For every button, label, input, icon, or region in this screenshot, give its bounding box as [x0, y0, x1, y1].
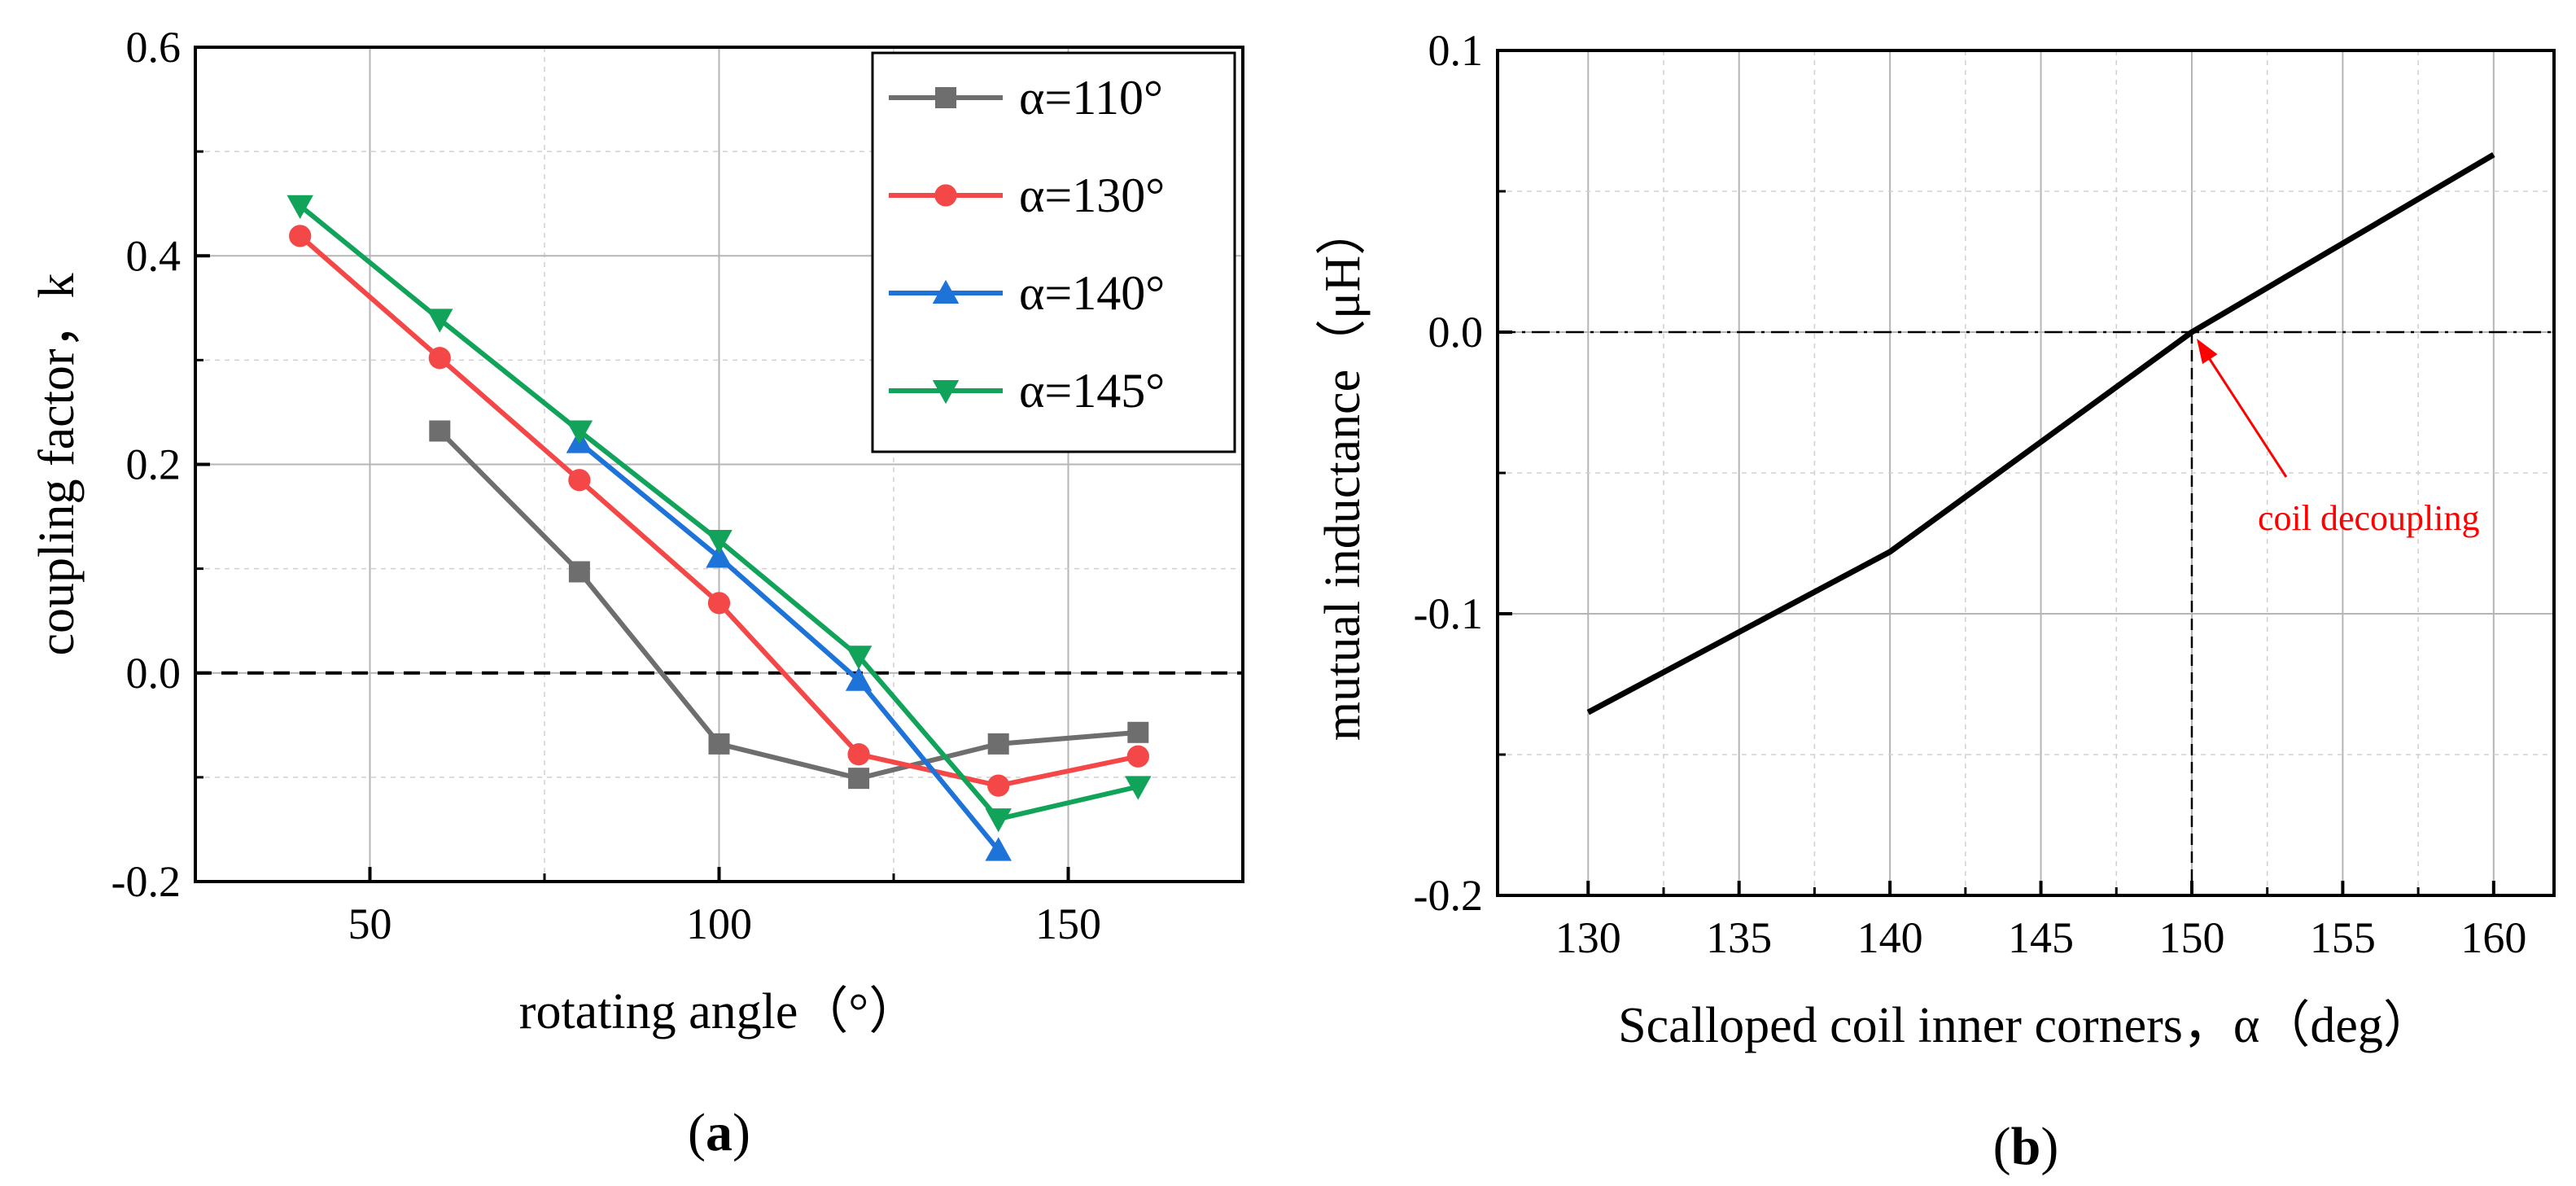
legend-item-110: α=110° [889, 71, 1163, 125]
data-point-145 [426, 309, 453, 333]
x-tick-label: 135 [1706, 913, 1772, 962]
data-point-110 [708, 733, 730, 755]
series-140 [566, 429, 1012, 861]
legend-swatch-marker [935, 87, 956, 108]
panel-a-y-axis-label: coupling factor，k [29, 273, 85, 655]
x-tick-label: 150 [1035, 899, 1101, 948]
data-point-145 [286, 195, 313, 219]
panel-b-mutual-inductance-chart: 130 135 140 145 150 155 160 -0.2 -0.1 0.0 0.1 coil… [1315, 26, 2556, 1176]
series-line-110 [438, 429, 1139, 781]
panel-a-tick-marks [195, 46, 1070, 883]
panel-a-label: (a) [688, 1103, 750, 1162]
x-tick-label: 130 [1555, 913, 1621, 962]
data-point-110 [848, 768, 870, 790]
y-tick-label: 0.6 [126, 23, 182, 72]
data-point-145 [566, 420, 593, 444]
legend-item-140: α=140° [889, 266, 1165, 320]
annotation-arrow-head [2196, 339, 2218, 365]
panel-a-x-axis-label: rotating angle（°） [519, 984, 919, 1039]
legend-label: α=145° [1019, 364, 1165, 418]
data-point-130 [428, 347, 451, 370]
annotation-arrow-line [2203, 351, 2288, 478]
y-tick-label: 0.0 [126, 649, 182, 698]
panel-b-y-axis-label: mutual inductance（μH） [1315, 205, 1371, 741]
data-point-110 [1127, 721, 1149, 743]
series-130 [289, 225, 1149, 797]
data-point-110 [987, 733, 1009, 755]
panel-b-series-group [1586, 152, 2495, 716]
panel-b-annotation: coil decoupling [2196, 339, 2480, 538]
data-point-140 [706, 544, 733, 568]
annotation-coil-decoupling-text: coil decoupling [2258, 498, 2480, 538]
data-point-145 [985, 808, 1012, 833]
legend-swatch-marker [934, 184, 957, 207]
panel-b-x-axis-label: Scalloped coil inner corners，α（deg） [1618, 998, 2434, 1053]
x-tick-label: 100 [686, 899, 752, 948]
y-tick-label: -0.1 [1414, 589, 1483, 638]
x-tick-label: 160 [2460, 913, 2526, 962]
data-point-110 [568, 561, 590, 583]
data-point-140 [985, 837, 1012, 861]
data-point-110 [429, 420, 451, 442]
panel-b-tick-labels: 130 135 140 145 150 155 160 -0.2 -0.1 0.0 0.1 [1414, 26, 2527, 962]
panel-a-legend: α=110° α=130° α=140° α=145° [871, 51, 1236, 453]
x-tick-label: 50 [348, 899, 392, 948]
x-tick-label: 145 [2008, 913, 2074, 962]
panel-a-series-group [286, 195, 1152, 861]
panel-b-tick-marks [1498, 49, 2495, 897]
legend-swatch-marker [932, 380, 960, 405]
panel-b-grid [1498, 50, 2554, 896]
y-tick-label: -0.2 [112, 857, 181, 906]
data-point-140 [845, 667, 873, 691]
data-point-130 [987, 774, 1010, 797]
x-tick-label: 155 [2310, 913, 2376, 962]
x-tick-label: 140 [1857, 913, 1923, 962]
data-point-130 [847, 743, 870, 766]
panel-b-label: (b) [1993, 1117, 2059, 1176]
legend-label: α=140° [1019, 266, 1165, 320]
series-110 [429, 420, 1149, 790]
series-line-mutual-inductance [1586, 152, 2495, 716]
panel-a-coupling-factor-chart: 50 100 150-0.20.00.20.40.6 α=110°α=130°α=1… [29, 23, 1244, 1162]
data-point-130 [1126, 745, 1149, 768]
y-tick-label: 0.0 [1428, 308, 1484, 357]
x-tick-label: 150 [2158, 913, 2224, 962]
data-point-145 [845, 646, 873, 670]
series-mutual-inductance [1586, 152, 2495, 716]
y-tick-label: 0.4 [126, 231, 182, 280]
legend-label: α=130° [1019, 168, 1165, 222]
series-145 [286, 195, 1152, 833]
y-tick-label: -0.2 [1414, 871, 1483, 920]
y-tick-label: 0.1 [1428, 26, 1484, 75]
legend-swatch-marker [932, 279, 960, 304]
series-line-140 [577, 440, 1001, 852]
data-point-145 [1125, 776, 1152, 800]
legend-label: α=110° [1019, 71, 1163, 125]
data-point-145 [706, 530, 733, 554]
data-point-130 [707, 592, 731, 615]
legend-item-145: α=145° [889, 364, 1165, 418]
y-tick-label: 0.2 [126, 440, 182, 489]
panel-a-tick-labels: 50 100 150 -0.2 0.0 0.2 0.4 0.6 [112, 23, 1101, 948]
legend-item-130: α=130° [889, 168, 1165, 222]
data-point-130 [568, 469, 591, 492]
legend-box [871, 51, 1236, 453]
data-point-130 [289, 225, 312, 247]
